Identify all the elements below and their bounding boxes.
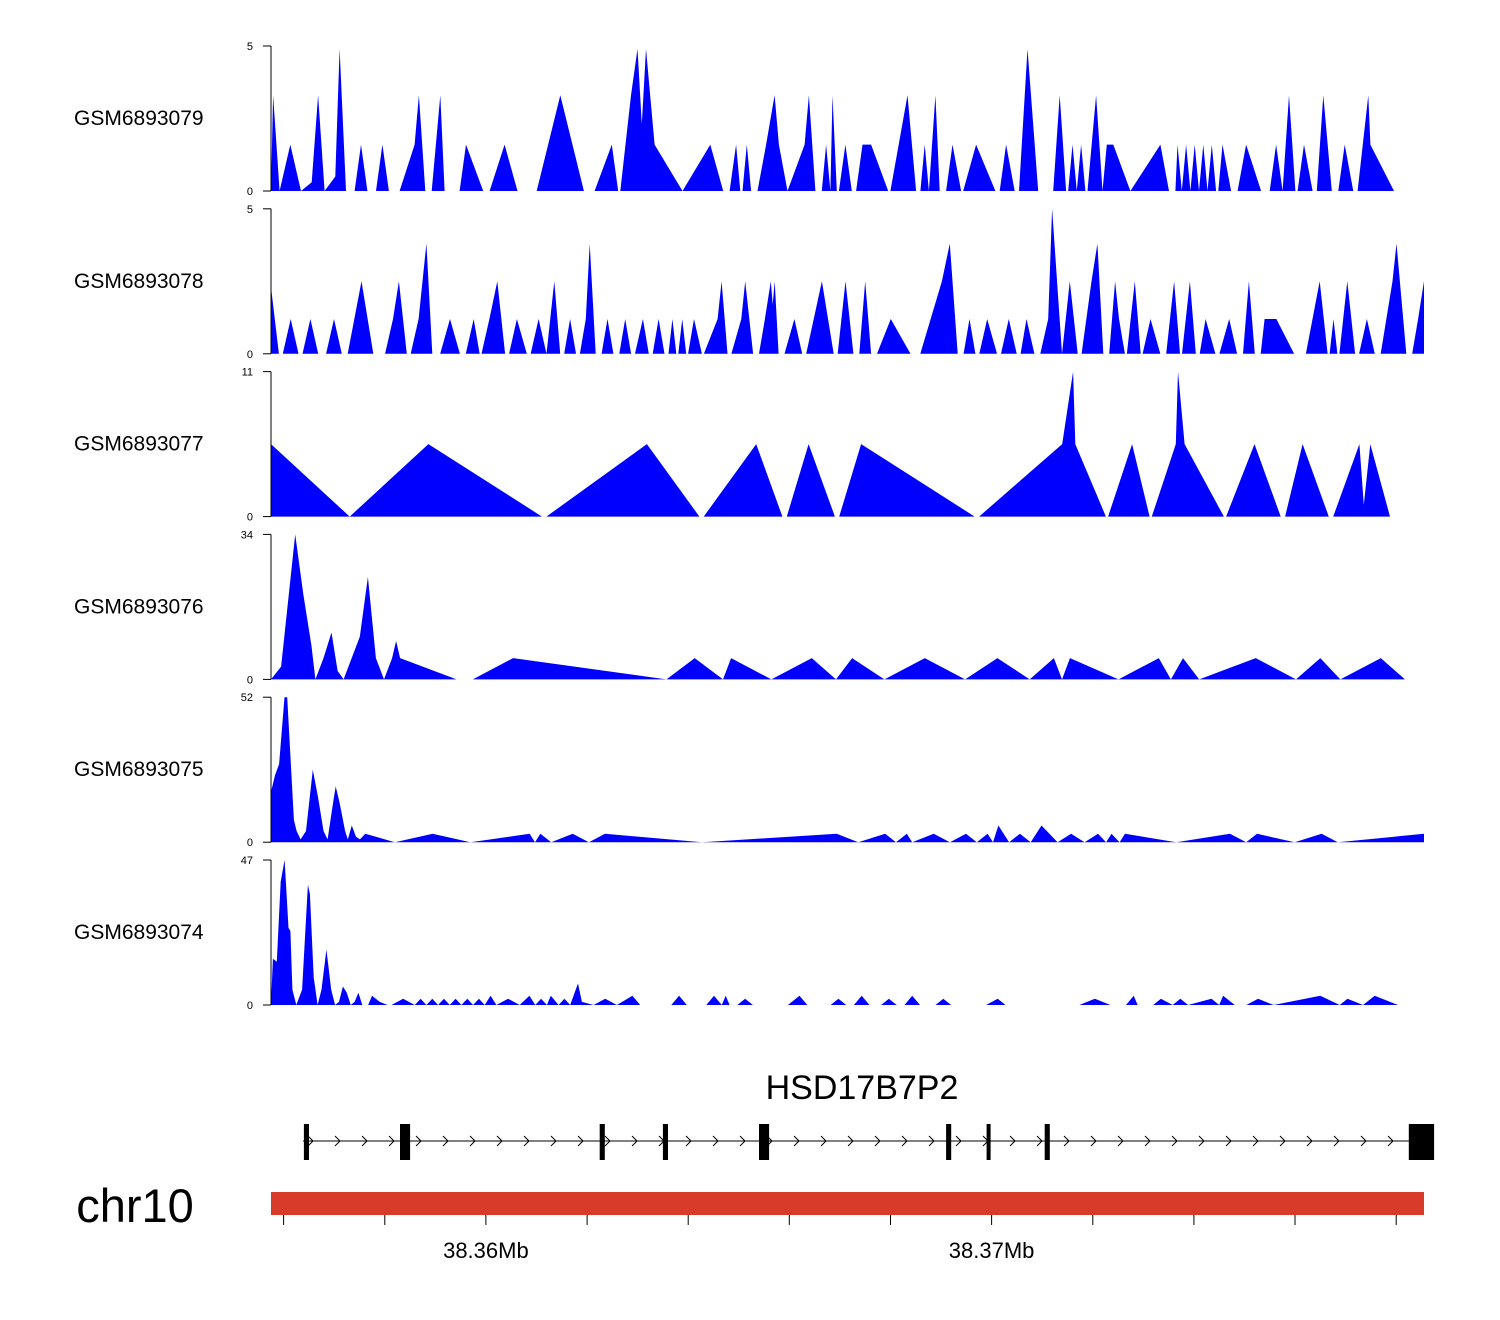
track-GSM6893074: 47 0 GSM6893074	[74, 855, 1398, 1012]
strand-arrow	[739, 1135, 746, 1147]
y-tick-label-min: 0	[247, 186, 253, 198]
strand-arrow	[955, 1135, 962, 1147]
coverage-area	[271, 371, 1390, 517]
strand-arrow	[1198, 1135, 1205, 1147]
exon-block	[662, 1124, 668, 1160]
exon-block	[946, 1124, 952, 1160]
strand-arrow	[523, 1135, 530, 1147]
exon-block	[1408, 1124, 1435, 1160]
axis-tick-label: 38.36Mb	[443, 1238, 529, 1263]
y-tick-label-max: 52	[241, 692, 253, 704]
y-tick-label-min: 0	[247, 1000, 253, 1012]
y-tick-label-max: 5	[247, 41, 253, 53]
track-label: GSM6893075	[74, 758, 204, 781]
chromosome-axis: chr10 38.36Mb 38.37Mb	[76, 1179, 1424, 1263]
exon-block	[759, 1124, 770, 1160]
track-GSM6893075: 52 0 GSM6893075	[74, 692, 1424, 849]
coverage-area	[271, 860, 1398, 1005]
y-tick-label-max: 11	[242, 367, 253, 379]
y-tick-label-max: 5	[247, 204, 253, 216]
strand-arrow	[1387, 1135, 1394, 1147]
track-label: GSM6893076	[74, 595, 204, 618]
strand-arrow	[604, 1135, 611, 1147]
strand-arrow	[334, 1135, 341, 1147]
strand-arrow	[307, 1135, 314, 1147]
strand-arrows	[307, 1135, 1394, 1147]
exon-block	[400, 1124, 411, 1160]
strand-arrow	[388, 1135, 395, 1147]
track-GSM6893076: 34 0 GSM6893076	[74, 529, 1405, 686]
strand-arrow	[469, 1135, 476, 1147]
y-tick-label-min: 0	[247, 674, 253, 686]
strand-arrow	[1144, 1135, 1151, 1147]
track-label: GSM6893074	[74, 921, 204, 944]
chromosome-ideogram	[271, 1192, 1424, 1215]
strand-arrow	[928, 1135, 935, 1147]
strand-arrow	[1063, 1135, 1070, 1147]
strand-arrow	[1360, 1135, 1367, 1147]
exon-block	[599, 1124, 605, 1160]
strand-arrow	[361, 1135, 368, 1147]
strand-arrow	[901, 1135, 908, 1147]
strand-arrow	[1117, 1135, 1124, 1147]
strand-arrow	[550, 1135, 557, 1147]
strand-arrow	[577, 1135, 584, 1147]
gene-track: HSD17B7P2	[303, 1069, 1435, 1160]
gene-name: HSD17B7P2	[766, 1069, 959, 1107]
exon-block	[986, 1124, 991, 1160]
strand-arrow	[442, 1135, 449, 1147]
coverage-area	[271, 208, 1424, 354]
chromosome-label: chr10	[76, 1179, 194, 1232]
track-GSM6893078: 5 0 GSM6893078	[74, 204, 1424, 361]
y-tick-label-max: 34	[241, 529, 253, 541]
strand-arrow	[415, 1135, 422, 1147]
strand-arrow	[1090, 1135, 1097, 1147]
coverage-area	[271, 48, 1394, 192]
axis-ticks: 38.36Mb 38.37Mb	[283, 1215, 1397, 1263]
strand-arrow	[793, 1135, 800, 1147]
strand-arrow	[847, 1135, 854, 1147]
y-tick-label-min: 0	[247, 512, 253, 524]
strand-arrow	[1252, 1135, 1259, 1147]
coverage-area	[271, 697, 1424, 843]
strand-arrow	[874, 1135, 881, 1147]
track-label: GSM6893079	[74, 107, 204, 130]
strand-arrow	[1036, 1135, 1043, 1147]
strand-arrow	[685, 1135, 692, 1147]
strand-arrow	[712, 1135, 719, 1147]
strand-arrow	[631, 1135, 638, 1147]
strand-arrow	[1009, 1135, 1016, 1147]
exon-block	[303, 1124, 309, 1160]
gene-exons	[303, 1124, 1435, 1160]
coverage-area	[271, 534, 1405, 680]
strand-arrow	[496, 1135, 503, 1147]
track-GSM6893079: 5 0 GSM6893079	[74, 41, 1394, 198]
track-label: GSM6893078	[74, 270, 204, 293]
strand-arrow	[1171, 1135, 1178, 1147]
exon-block	[1044, 1124, 1050, 1160]
track-label: GSM6893077	[74, 433, 204, 456]
track-GSM6893077: 11 0 GSM6893077	[74, 367, 1390, 524]
strand-arrow	[820, 1135, 827, 1147]
y-tick-label-min: 0	[247, 349, 253, 361]
axis-tick-label: 38.37Mb	[949, 1238, 1035, 1263]
strand-arrow	[1333, 1135, 1340, 1147]
y-tick-label-max: 47	[241, 855, 253, 867]
y-tick-label-min: 0	[247, 837, 253, 849]
coverage-tracks: 5 0 GSM6893079 5 0 GSM6893078 11 0 GSM6893077 34 0…	[74, 41, 1424, 1012]
strand-arrow	[1306, 1135, 1313, 1147]
strand-arrow	[1279, 1135, 1286, 1147]
strand-arrow	[1225, 1135, 1232, 1147]
